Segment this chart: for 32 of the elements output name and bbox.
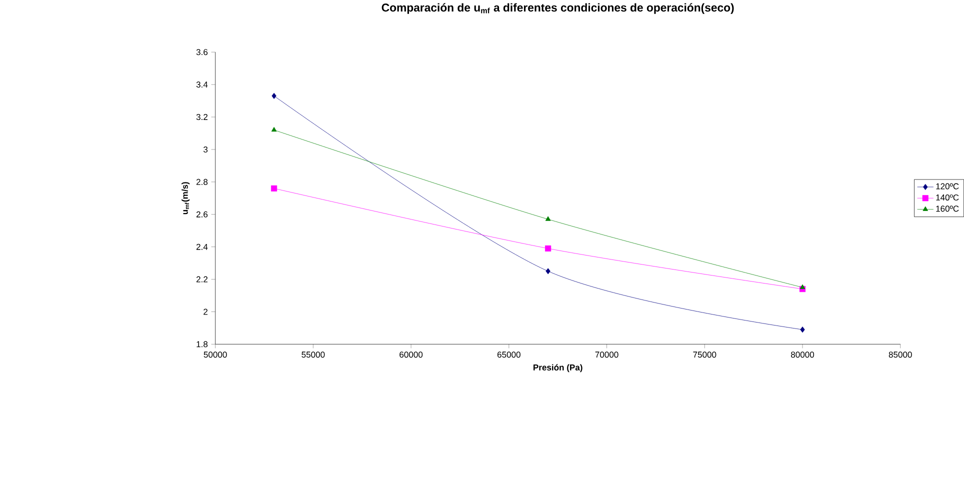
legend-label: 160ºC — [936, 206, 959, 212]
x-tick-label: 75000 — [693, 352, 716, 358]
x-tick-label: 55000 — [302, 352, 325, 358]
point — [800, 284, 806, 290]
point — [271, 127, 277, 132]
point — [546, 268, 550, 274]
y-tick-label: 3.4 — [196, 82, 208, 88]
y-tick-label: 1.8 — [196, 341, 208, 348]
x-tick-label: 80000 — [791, 352, 814, 358]
point — [545, 216, 551, 222]
y-axis-title: u$_{mf}$(m/s) — [182, 182, 190, 214]
x-tick-label: 50000 — [204, 352, 227, 358]
x-tick-label: 70000 — [595, 352, 618, 358]
x-axis-title: Presión (Pa) — [534, 364, 582, 372]
x-tick-label: 60000 — [400, 352, 423, 358]
chart-title: Comparación de u$_{mf}$ a diferentes condiciones de operación(seco) — [382, 3, 734, 14]
point — [545, 246, 552, 252]
legend-label: 120ºC — [936, 184, 959, 190]
point — [272, 93, 276, 100]
y-tick-label: 2.6 — [196, 212, 208, 218]
point — [800, 326, 805, 333]
y-tick-label: 2 — [204, 309, 208, 315]
legend-label: 140ºC — [936, 194, 959, 201]
y-tick-label: 2.8 — [196, 179, 208, 186]
y-tick-label: 3 — [204, 146, 208, 153]
x-tick-label: 85000 — [888, 352, 912, 358]
y-tick-label: 3.2 — [196, 114, 208, 120]
point — [271, 186, 278, 192]
x-tick-label: 65000 — [497, 352, 520, 358]
y-tick-label: 3.6 — [196, 49, 208, 56]
y-tick-label: 2.4 — [196, 244, 208, 250]
y-tick-label: 2.2 — [196, 276, 208, 283]
